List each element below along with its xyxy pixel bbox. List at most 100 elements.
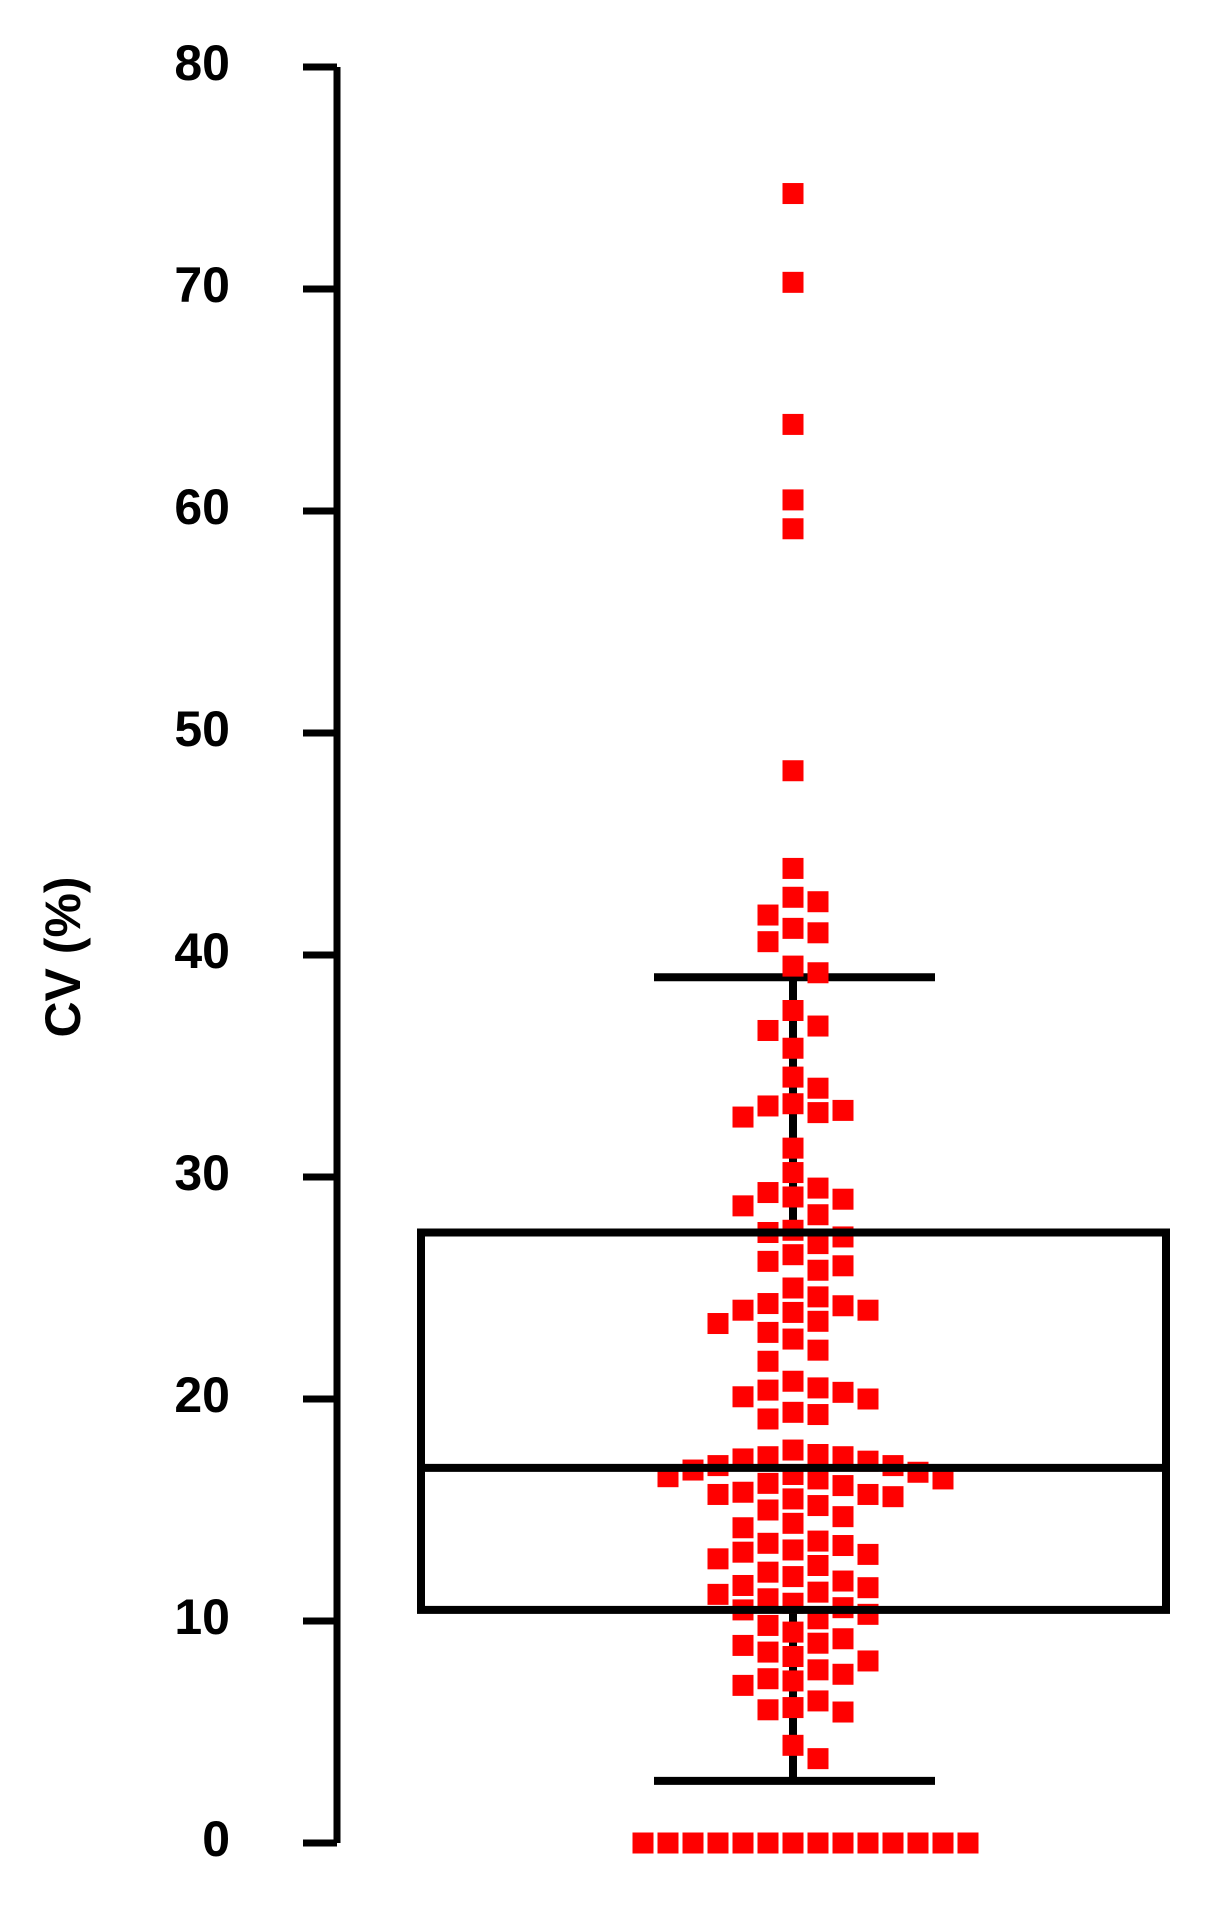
data-point	[757, 1588, 779, 1610]
data-point	[807, 962, 829, 984]
data-point	[807, 1286, 829, 1308]
data-point	[807, 1659, 829, 1681]
data-point	[807, 1177, 829, 1199]
data-point	[732, 1386, 754, 1408]
data-point	[807, 1102, 829, 1124]
data-point	[757, 904, 779, 926]
data-point	[782, 886, 804, 908]
data-point	[807, 922, 829, 944]
data-point	[782, 1539, 804, 1561]
data-point	[782, 1037, 804, 1059]
box	[417, 1228, 1170, 1614]
data-point	[782, 760, 804, 782]
data-point	[757, 1379, 779, 1401]
data-point	[732, 1517, 754, 1539]
data-point	[857, 1832, 879, 1854]
y-tick-label: 60	[174, 479, 230, 535]
data-point	[782, 1734, 804, 1756]
data-point	[807, 1339, 829, 1361]
data-point	[832, 1475, 854, 1497]
y-tick-label: 30	[174, 1145, 230, 1201]
data-point	[832, 1832, 854, 1854]
data-point	[782, 413, 804, 435]
data-point	[782, 271, 804, 293]
data-point	[807, 1444, 829, 1465]
data-point	[757, 1699, 779, 1721]
data-point	[732, 1832, 754, 1854]
data-point	[782, 1328, 804, 1350]
data-point	[757, 1499, 779, 1521]
data-point	[807, 1259, 829, 1281]
data-point	[782, 917, 804, 939]
data-point	[782, 1244, 804, 1266]
data-point	[782, 1697, 804, 1719]
data-point	[782, 1621, 804, 1643]
data-point	[832, 1188, 854, 1210]
data-point	[807, 1310, 829, 1332]
data-point	[782, 1066, 804, 1088]
data-point	[707, 1483, 729, 1505]
data-point	[757, 1472, 779, 1494]
data-point	[782, 1566, 804, 1588]
data-point	[757, 931, 779, 953]
y-tick-label: 50	[174, 701, 230, 757]
data-point	[807, 1530, 829, 1552]
data-point	[757, 1350, 779, 1372]
y-tick-label: 20	[174, 1367, 230, 1423]
data-point	[857, 1483, 879, 1505]
data-point	[757, 1641, 779, 1663]
data-point	[807, 1015, 829, 1037]
data-point	[782, 1000, 804, 1021]
data-point	[832, 1099, 854, 1121]
data-point	[807, 1690, 829, 1712]
data-point	[782, 1162, 804, 1184]
data-point	[732, 1634, 754, 1656]
data-point	[807, 1555, 829, 1576]
data-point	[782, 955, 804, 977]
data-point	[882, 1832, 904, 1854]
data-point	[832, 1295, 854, 1317]
data-point	[757, 1250, 779, 1272]
data-point	[782, 1439, 804, 1461]
data-point	[782, 183, 804, 205]
data-point	[732, 1299, 754, 1321]
data-point	[782, 1137, 804, 1159]
data-point	[782, 1370, 804, 1392]
data-point	[882, 1486, 904, 1508]
data-point	[857, 1299, 879, 1321]
y-tick-label: 40	[174, 923, 230, 979]
data-point	[707, 1583, 729, 1605]
data-point	[757, 1095, 779, 1117]
data-point	[932, 1832, 954, 1854]
data-point	[657, 1832, 679, 1854]
data-point	[732, 1481, 754, 1503]
data-point	[757, 1614, 779, 1636]
data-point	[807, 1632, 829, 1654]
data-point	[857, 1543, 879, 1565]
data-point	[757, 1019, 779, 1041]
data-point	[832, 1663, 854, 1685]
data-point	[782, 1277, 804, 1299]
data-point	[632, 1832, 654, 1854]
data-point	[732, 1674, 754, 1696]
data-point	[807, 1495, 829, 1517]
data-point	[757, 1446, 779, 1468]
data-point	[682, 1832, 704, 1854]
data-point	[782, 1670, 804, 1692]
data-point	[857, 1388, 879, 1410]
data-point	[732, 1195, 754, 1217]
data-point	[782, 1093, 804, 1115]
data-point	[832, 1255, 854, 1277]
data-point	[707, 1313, 729, 1335]
data-point	[857, 1650, 879, 1672]
data-point	[832, 1535, 854, 1557]
data-point	[807, 891, 829, 913]
data-point	[832, 1506, 854, 1528]
data-point	[782, 1301, 804, 1323]
data-point	[707, 1832, 729, 1854]
data-point	[782, 1832, 804, 1854]
data-point	[757, 1321, 779, 1343]
data-point	[782, 1186, 804, 1208]
data-point	[757, 1532, 779, 1554]
